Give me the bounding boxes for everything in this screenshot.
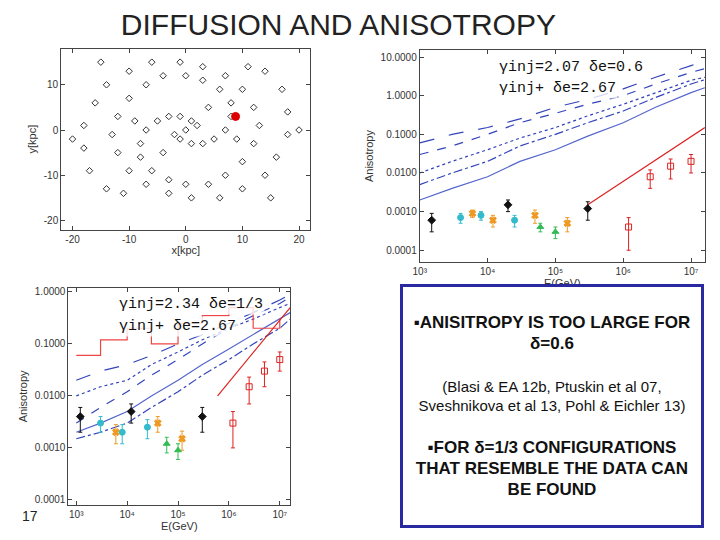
svg-text:10⁶: 10⁶ (616, 266, 631, 277)
svg-text:10⁴: 10⁴ (119, 509, 134, 520)
svg-text:10⁷: 10⁷ (684, 266, 699, 277)
html-text:17: 17 (22, 508, 38, 524)
svg-text:10⁵: 10⁵ (170, 509, 185, 520)
svg-text:γinj=2.34 δe=1/3: γinj=2.34 δe=1/3 (119, 296, 263, 313)
svg-text:0.1000: 0.1000 (35, 338, 66, 349)
svg-text:-20: -20 (44, 215, 59, 226)
svg-text:10³: 10³ (69, 509, 84, 520)
svg-text:10: 10 (237, 234, 249, 245)
svg-text:E(GeV): E(GeV) (544, 276, 581, 289)
svg-text:E(GeV): E(GeV) (161, 520, 198, 532)
svg-text:10.0000: 10.0000 (381, 52, 418, 63)
svg-text:0.0100: 0.0100 (386, 167, 417, 178)
svg-text:0: 0 (183, 234, 189, 245)
svg-text:x[kpc]: x[kpc] (171, 245, 200, 257)
svg-text:-10: -10 (122, 234, 137, 245)
svg-text:DIFFUSION AND ANISOTROPY: DIFFUSION AND ANISOTROPY (121, 8, 556, 41)
svg-text:Anisotropy: Anisotropy (363, 130, 375, 182)
svg-text:1.0000: 1.0000 (386, 90, 417, 101)
html-text:▪FOR δ=1/3 CONFIGURATIONS THAT: ▪FOR δ=1/3 CONFIGURATIONS THAT RESEMBLE … (415, 438, 689, 500)
svg-text:0.1000: 0.1000 (386, 129, 417, 140)
svg-text:γinj=2.07 δe=0.6: γinj=2.07 δe=0.6 (499, 59, 643, 76)
svg-text:10⁴: 10⁴ (480, 266, 495, 277)
svg-text:0: 0 (53, 125, 59, 136)
svg-text:20: 20 (293, 234, 305, 245)
svg-text:y[kpc]: y[kpc] (26, 125, 38, 154)
svg-text:0.0001: 0.0001 (35, 494, 66, 505)
svg-text:0.0010: 0.0010 (386, 206, 417, 217)
svg-text:-10: -10 (44, 170, 59, 181)
svg-text:10⁷: 10⁷ (272, 509, 287, 520)
svg-text:0.0001: 0.0001 (386, 245, 417, 256)
svg-text:10: 10 (47, 79, 59, 90)
html-text:(Blasi & EA 12b, Ptuskin et al: (Blasi & EA 12b, Ptuskin et al 07, Svesh… (418, 377, 686, 414)
svg-text:10⁵: 10⁵ (548, 266, 563, 277)
html-text:▪ANISITROPY IS TOO LARGE FOR δ: ▪ANISITROPY IS TOO LARGE FOR δ=0.6 (413, 312, 691, 353)
svg-text:1.0000: 1.0000 (35, 286, 66, 297)
svg-text:γinj+ δe=2.67: γinj+ δe=2.67 (499, 80, 616, 97)
svg-text:0.0100: 0.0100 (35, 390, 66, 401)
svg-text:0.0010: 0.0010 (35, 442, 66, 453)
svg-text:10⁶: 10⁶ (221, 509, 236, 520)
svg-text:10³: 10³ (413, 266, 428, 277)
svg-text:γinj+ δe=2.67: γinj+ δe=2.67 (119, 318, 236, 335)
svg-text:-20: -20 (65, 234, 80, 245)
svg-text:Anisotropy: Anisotropy (17, 370, 29, 422)
